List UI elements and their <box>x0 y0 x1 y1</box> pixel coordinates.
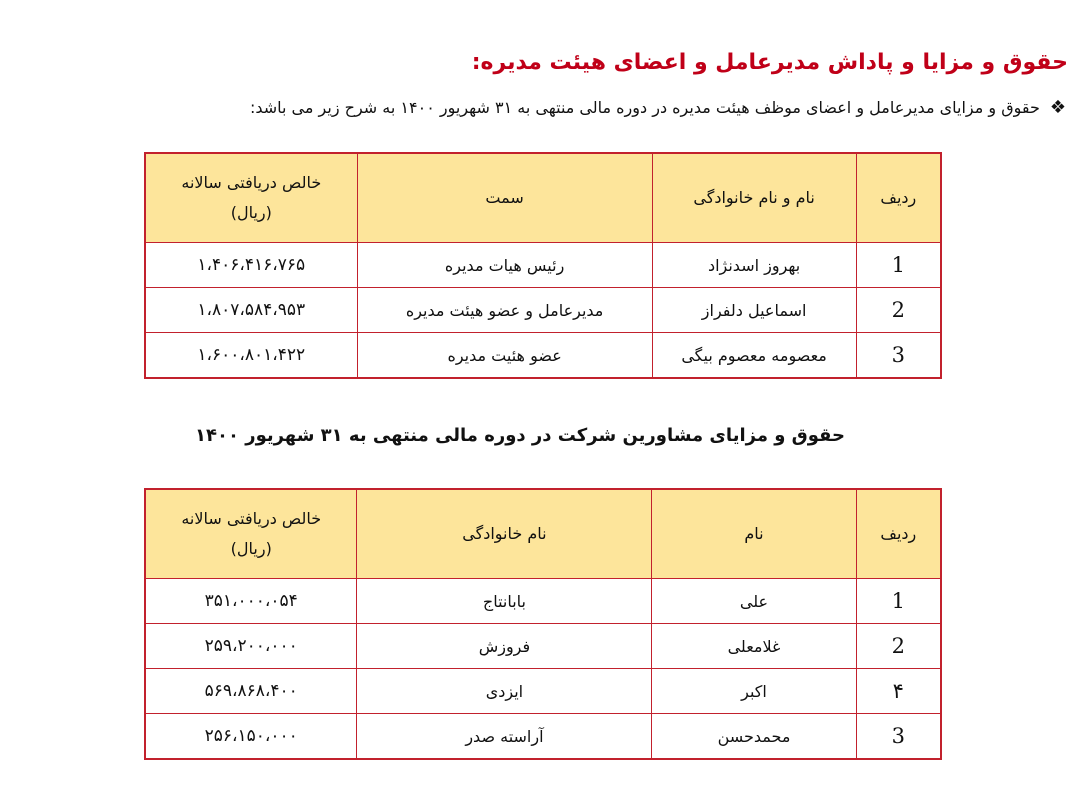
cell-row: 2 <box>855 623 942 669</box>
cell-first-name: اکبر <box>651 668 857 714</box>
cell-amount: ۳۵۱،۰۰۰،۰۵۴ <box>144 578 358 624</box>
cell-row: ۴ <box>855 668 942 714</box>
consultants-compensation-table: ردیف نام نام خانوادگی خالص دریافتی سالان… <box>144 488 942 760</box>
cell-row: 1 <box>855 242 942 288</box>
header-net-annual: خالص دریافتی سالانه (ریال) <box>144 488 358 579</box>
header-full-name: نام و نام خانوادگی <box>651 152 857 243</box>
bullet-text: حقوق و مزایای مدیرعامل و اعضای موظف هیئت… <box>249 98 1040 117</box>
table-row: 1 علی بابانتاج ۳۵۱،۰۰۰،۰۵۴ <box>144 578 942 624</box>
table-row: 3 محمدحسن آراسته صدر ۲۵۶،۱۵۰،۰۰۰ <box>144 713 942 760</box>
table-row: ۴ اکبر ایزدی ۵۶۹،۸۶۸،۴۰۰ <box>144 668 942 714</box>
cell-last-name: فروزش <box>356 623 653 669</box>
table-header-row: ردیف نام نام خانوادگی خالص دریافتی سالان… <box>144 488 942 579</box>
table-header-row: ردیف نام و نام خانوادگی سمت خالص دریافتی… <box>144 152 942 243</box>
cell-position: عضو هئیت مدیره <box>356 332 653 379</box>
cell-amount: ۲۵۶،۱۵۰،۰۰۰ <box>144 713 358 760</box>
cell-amount: ۱،۸۰۷،۵۸۴،۹۵۳ <box>144 287 358 333</box>
cell-last-name: آراسته صدر <box>356 713 653 760</box>
cell-row: 3 <box>855 713 942 760</box>
cell-name: اسماعیل دلفراز <box>651 287 857 333</box>
table-row: 2 غلامعلی فروزش ۲۵۹،۲۰۰،۰۰۰ <box>144 623 942 669</box>
diamond-bullet-icon: ❖ <box>1049 97 1066 118</box>
cell-amount: ۱،۶۰۰،۸۰۱،۴۲۲ <box>144 332 358 379</box>
header-row-number: ردیف <box>855 488 942 579</box>
cell-position: رئیس هیات مدیره <box>356 242 653 288</box>
cell-last-name: ایزدی <box>356 668 653 714</box>
header-net-annual: خالص دریافتی سالانه (ریال) <box>144 152 358 243</box>
table-row: 2 اسماعیل دلفراز مدیرعامل و عضو هیئت مدیره… <box>144 287 942 333</box>
cell-amount: ۲۵۹،۲۰۰،۰۰۰ <box>144 623 358 669</box>
consultants-subtitle: حقوق و مزایای مشاورین شرکت در دوره مالی … <box>194 425 845 446</box>
bullet-paragraph: ❖ حقوق و مزایای مدیرعامل و اعضای موظف هیئ… <box>250 97 1066 118</box>
cell-first-name: غلامعلی <box>651 623 857 669</box>
cell-last-name: بابانتاج <box>356 578 653 624</box>
cell-row: 2 <box>855 287 942 333</box>
header-position: سمت <box>356 152 653 243</box>
cell-position: مدیرعامل و عضو هیئت مدیره <box>356 287 653 333</box>
cell-row: 1 <box>855 578 942 624</box>
board-compensation-table: ردیف نام و نام خانوادگی سمت خالص دریافتی… <box>144 152 942 379</box>
cell-row: 3 <box>855 332 942 379</box>
cell-name: بهروز اسدنژاد <box>651 242 857 288</box>
header-first-name: نام <box>651 488 857 579</box>
cell-amount: ۱،۴۰۶،۴۱۶،۷۶۵ <box>144 242 358 288</box>
header-row-number: ردیف <box>855 152 942 243</box>
cell-name: معصومه معصوم بیگی <box>651 332 857 379</box>
table-row: 3 معصومه معصوم بیگی عضو هئیت مدیره ۱،۶۰۰،۸۰… <box>144 332 942 379</box>
section-title: حقوق و مزایا و پاداش مدیرعامل و اعضای هی… <box>471 50 1068 75</box>
table-row: 1 بهروز اسدنژاد رئیس هیات مدیره ۱،۴۰۶،۴۱۶،۷… <box>144 242 942 288</box>
header-last-name: نام خانوادگی <box>356 488 653 579</box>
cell-amount: ۵۶۹،۸۶۸،۴۰۰ <box>144 668 358 714</box>
cell-first-name: محمدحسن <box>651 713 857 760</box>
cell-first-name: علی <box>651 578 857 624</box>
